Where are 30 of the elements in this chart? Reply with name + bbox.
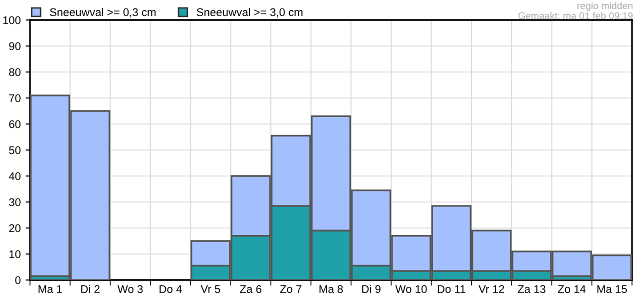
x-tick-label: Ma 15 <box>597 285 627 294</box>
y-tick-label: 70 <box>9 94 21 102</box>
x-tick-label: Ma 8 <box>320 285 343 294</box>
x-tick-label: Zo 14 <box>558 285 586 294</box>
x-tick-label: Zo 7 <box>280 285 302 294</box>
x-tick-label: Do 4 <box>160 285 182 294</box>
x-tick-label: Vr 5 <box>200 285 220 294</box>
x-tick-label: Do 11 <box>438 285 466 294</box>
legend-label: Sneeuwval >= 0,3 cm <box>50 8 156 18</box>
x-tick-label: Di 2 <box>81 284 100 293</box>
y-tick-label: 100 <box>3 16 21 24</box>
y-tick-label: 40 <box>8 172 21 180</box>
x-tick-label: Wo 10 <box>395 285 427 294</box>
y-tick-label: 20 <box>9 224 21 232</box>
text: Gemaakt: ma 01 feb 09:19 <box>518 12 633 20</box>
x-tick-label: Za 6 <box>240 285 262 294</box>
x-tick-label: Wo 3 <box>118 285 143 294</box>
y-tick-label: 80 <box>9 68 21 76</box>
x-tick-label: Za 13 <box>518 285 546 294</box>
x-tick-label: Ma 1 <box>38 285 62 294</box>
y-tick-label: 30 <box>9 198 21 206</box>
y-tick-label: 90 <box>9 42 21 50</box>
x-tick-label: Vr 12 <box>478 285 504 293</box>
text: regio midden <box>578 2 632 12</box>
y-tick-label: 10 <box>9 250 21 258</box>
y-tick-label: 0 <box>15 276 21 284</box>
legend-label: Sneeuwval >= 3,0 cm <box>196 8 302 18</box>
y-tick-label: 60 <box>9 120 21 128</box>
y-tick-label: 50 <box>9 146 21 154</box>
x-tick-label: Di 9 <box>362 284 380 294</box>
